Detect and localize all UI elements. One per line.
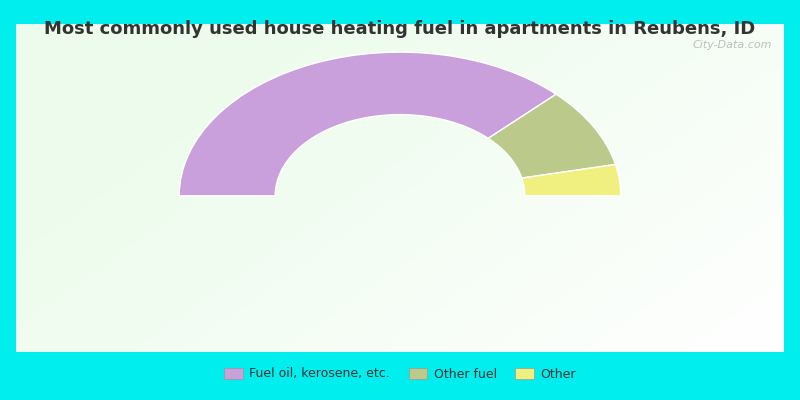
Legend: Fuel oil, kerosene, etc., Other fuel, Other: Fuel oil, kerosene, etc., Other fuel, Ot… xyxy=(219,362,581,386)
Text: City-Data.com: City-Data.com xyxy=(693,40,772,50)
Text: Most commonly used house heating fuel in apartments in Reubens, ID: Most commonly used house heating fuel in… xyxy=(44,20,756,38)
Wedge shape xyxy=(179,52,556,196)
Wedge shape xyxy=(488,94,615,178)
Wedge shape xyxy=(522,164,621,196)
